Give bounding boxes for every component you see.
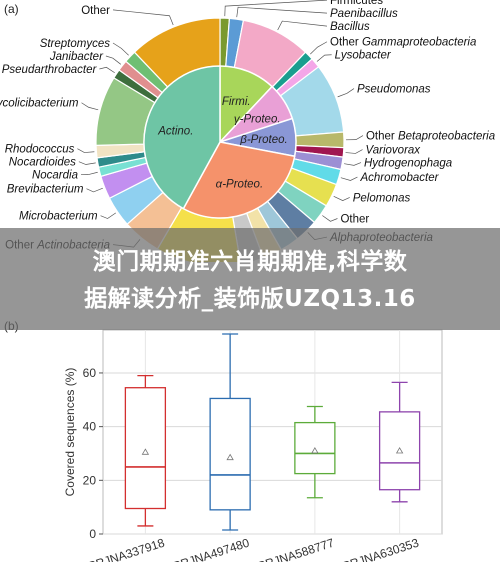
leader-line-other-betaproteobacteria-6 — [345, 135, 364, 141]
outer-label-pelomonas-10: Pelomonas — [353, 192, 411, 204]
leader-line-pelomonas-10 — [333, 195, 350, 201]
panel-a-label: (a) — [4, 2, 19, 16]
y-tick-label-1: 20 — [83, 473, 97, 487]
outer-label-hydrogenophaga-8: Hydrogenophaga — [364, 158, 452, 170]
x-tick-label-1: PRJNA497480 — [171, 535, 251, 562]
iqr-box-0 — [124, 387, 167, 510]
boxplot-chart: 0 20 40 60 PRJNA337918 PRJNA497480 PRJNA588777… — [63, 329, 443, 562]
x-tick-label-3: PRJNA630353 — [341, 535, 421, 562]
outer-label-paenibacillus-1: Paenibacillus — [330, 8, 398, 20]
overlay-line-1: 澳门期期准六肖期期准,科学数 — [92, 249, 408, 275]
inner-label-actino-4: Actino. — [157, 126, 193, 138]
outer-label-variovorax-7: Variovorax — [366, 145, 422, 157]
outer-label-mycolicibacterium-23: Mycolicibacterium — [0, 98, 79, 110]
outer-label-firmicutes-0: Firmicutes — [330, 0, 383, 7]
outer-label-brevibacterium-19: Brevibacterium — [7, 184, 84, 196]
outer-label-lysobacter-4: Lysobacter — [335, 50, 392, 62]
outer-label-achromobacter-9: Achromobacter — [359, 172, 439, 184]
watermark-overlay: 澳门期期准六肖期期准,科学数 据解读分析_装饰版UZQ13.16 — [0, 228, 500, 330]
leader-line-other-11 — [322, 215, 338, 222]
inner-slice-actino-4 — [143, 65, 221, 210]
leader-line-pseudomonas-5 — [337, 88, 355, 98]
outer-label-other-27: Other — [81, 5, 110, 17]
leader-line-nocardia-20 — [80, 171, 98, 176]
double-donut-chart: Firmi. γ-Proteo. β-Proteo. α-Proteo. Actino.… — [0, 0, 495, 262]
leader-line-paenibacillus-1 — [236, 6, 328, 18]
leader-line-janibacter-25 — [105, 55, 121, 65]
box-prjna337918-0 — [124, 374, 167, 527]
outer-label-other-11: Other — [340, 214, 369, 226]
leader-line-other-27 — [112, 9, 174, 26]
outer-label-other-gammaproteobacteria-3: Other Gammaproteobacteria — [330, 37, 476, 49]
outer-label-pseudarthrobacter-24: Pseudarthrobacter — [2, 64, 98, 76]
leader-line-nocardioides-21 — [78, 161, 96, 165]
box-prjna497480-1 — [209, 333, 251, 531]
y-tick-label-2: 40 — [83, 420, 97, 434]
inner-slice-proteo-3 — [182, 141, 296, 219]
overlay-line-2: 据解读分析_装饰版UZQ13.16 — [84, 286, 416, 312]
outer-label-nocardioides-21: Nocardioides — [9, 157, 76, 169]
leader-line-microbacterium-18 — [100, 212, 117, 219]
y-tick-label-3: 60 — [83, 366, 97, 380]
y-tick-label-0: 0 — [89, 527, 96, 541]
leader-line-achromobacter-9 — [340, 176, 358, 181]
outer-label-pseudomonas-5: Pseudomonas — [357, 84, 431, 96]
leader-line-other-gammaproteobacteria-3 — [310, 41, 328, 55]
outer-label-bacillus-2: Bacillus — [330, 21, 370, 33]
leader-line-firmicutes-0 — [224, 0, 328, 17]
leader-line-hydrogenophaga-8 — [344, 162, 362, 166]
mean-marker-1 — [226, 453, 234, 461]
leader-line-streptomyces-26 — [112, 42, 129, 56]
y-axis-label: Covered sequences (%) — [63, 368, 77, 497]
outer-label-streptomyces-26: Streptomyces — [40, 38, 111, 50]
leader-line-pseudarthrobacter-24 — [99, 66, 115, 74]
x-tick-label-0: PRJNA337918 — [86, 535, 166, 562]
outer-label-other-betaproteobacteria-6: Other Betaproteobacteria — [366, 131, 495, 143]
inner-label-firmi-0: Firmi. — [222, 96, 251, 108]
box-prjna588777-2 — [294, 405, 336, 499]
leader-line-rhodococcus-22 — [77, 148, 95, 153]
inner-label-proteo-1: γ-Proteo. — [234, 113, 281, 125]
box-prjna630353-3 — [378, 381, 421, 503]
leader-line-brevibacterium-19 — [86, 187, 103, 193]
mean-marker-3 — [395, 446, 404, 454]
outer-label-microbacterium-18: Microbacterium — [19, 211, 98, 223]
outer-label-nocardia-20: Nocardia — [32, 170, 78, 182]
leader-line-bacillus-2 — [277, 20, 328, 31]
inner-label-proteo-2: β-Proteo. — [239, 134, 287, 146]
mean-marker-0 — [141, 448, 150, 455]
outer-label-janibacter-25: Janibacter — [49, 51, 104, 63]
outer-label-rhodococcus-22: Rhodococcus — [5, 144, 75, 156]
leader-line-lysobacter-4 — [316, 54, 332, 62]
x-tick-label-2: PRJNA588777 — [256, 535, 336, 562]
iqr-box-3 — [378, 411, 421, 491]
inner-label-proteo-3: α-Proteo. — [216, 178, 263, 190]
leader-line-variovorax-7 — [345, 149, 363, 154]
leader-line-mycolicibacterium-23 — [81, 102, 99, 111]
mean-marker-2 — [311, 446, 319, 454]
